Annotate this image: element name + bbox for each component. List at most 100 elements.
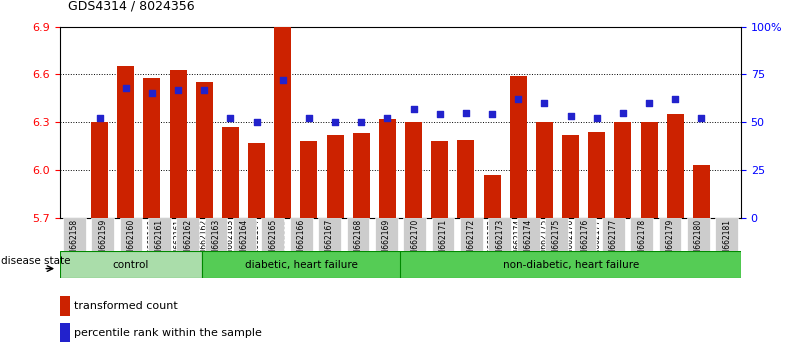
Text: GSM662172: GSM662172: [467, 219, 476, 266]
Point: [93, 115, 106, 121]
Point: [617, 110, 630, 115]
Text: GSM662176: GSM662176: [581, 219, 590, 266]
Bar: [318, 218, 341, 269]
Bar: [222, 127, 239, 218]
Text: GSM662173: GSM662173: [495, 219, 505, 266]
Bar: [202, 251, 400, 278]
Text: diabetic, heart failure: diabetic, heart failure: [245, 259, 358, 270]
Bar: [431, 141, 449, 218]
Point: [224, 115, 237, 121]
Bar: [290, 218, 312, 269]
Text: GSM662180: GSM662180: [694, 219, 702, 266]
Text: GSM662165: GSM662165: [268, 219, 277, 266]
Text: control: control: [113, 259, 149, 270]
Bar: [484, 175, 501, 218]
Bar: [715, 218, 738, 269]
Text: GSM662164: GSM662164: [240, 219, 249, 266]
Text: disease state: disease state: [1, 256, 70, 266]
Bar: [60, 322, 70, 342]
Bar: [693, 165, 710, 218]
Text: GSM662169: GSM662169: [382, 219, 391, 266]
Text: GSM662178: GSM662178: [637, 219, 646, 266]
Bar: [509, 76, 527, 218]
Point: [171, 87, 184, 92]
Bar: [432, 218, 454, 269]
Bar: [143, 78, 160, 218]
Bar: [117, 67, 135, 218]
Point: [303, 115, 316, 121]
Point: [119, 85, 132, 91]
Bar: [91, 122, 108, 218]
Bar: [205, 218, 227, 269]
Point: [564, 114, 577, 119]
Point: [381, 115, 394, 121]
Point: [146, 91, 159, 96]
Bar: [574, 218, 596, 269]
Bar: [176, 218, 199, 269]
Point: [328, 119, 341, 125]
Bar: [379, 119, 396, 218]
Bar: [460, 218, 483, 269]
Bar: [687, 218, 710, 269]
Bar: [400, 251, 741, 278]
Bar: [517, 218, 540, 269]
Point: [695, 115, 708, 121]
Bar: [545, 218, 568, 269]
Bar: [195, 82, 213, 218]
Bar: [658, 218, 682, 269]
Text: percentile rank within the sample: percentile rank within the sample: [74, 328, 262, 338]
Text: GSM662177: GSM662177: [609, 219, 618, 266]
Text: GSM662160: GSM662160: [127, 219, 135, 266]
Bar: [457, 140, 474, 218]
Text: GSM662162: GSM662162: [183, 219, 192, 266]
Bar: [148, 218, 171, 269]
Point: [355, 119, 368, 125]
Bar: [614, 122, 631, 218]
Bar: [630, 218, 653, 269]
Point: [590, 115, 603, 121]
Bar: [170, 70, 187, 218]
Point: [512, 96, 525, 102]
Bar: [641, 122, 658, 218]
Bar: [119, 218, 143, 269]
Point: [198, 87, 211, 92]
Text: GSM662170: GSM662170: [410, 219, 419, 266]
Bar: [327, 135, 344, 218]
Bar: [261, 218, 284, 269]
Point: [276, 77, 289, 83]
Text: GSM662168: GSM662168: [353, 219, 362, 266]
Text: GSM662161: GSM662161: [155, 219, 164, 266]
Text: GSM662174: GSM662174: [524, 219, 533, 266]
Bar: [91, 218, 114, 269]
Bar: [248, 143, 265, 218]
Text: transformed count: transformed count: [74, 301, 178, 311]
Point: [642, 100, 655, 106]
Point: [485, 112, 498, 117]
Bar: [300, 141, 317, 218]
Bar: [405, 122, 422, 218]
Point: [538, 100, 551, 106]
Bar: [666, 114, 684, 218]
Text: GSM662163: GSM662163: [211, 219, 220, 266]
Text: GSM662167: GSM662167: [325, 219, 334, 266]
Point: [407, 106, 420, 112]
Bar: [274, 27, 292, 218]
Bar: [375, 218, 397, 269]
Text: GSM662181: GSM662181: [723, 219, 731, 265]
Bar: [602, 218, 625, 269]
Bar: [60, 296, 70, 316]
Text: non-diabetic, heart failure: non-diabetic, heart failure: [502, 259, 639, 270]
Bar: [489, 218, 511, 269]
Text: GSM662166: GSM662166: [296, 219, 306, 266]
Point: [250, 119, 263, 125]
Bar: [588, 132, 606, 218]
Point: [433, 112, 446, 117]
Bar: [404, 218, 426, 269]
Bar: [352, 133, 370, 218]
Bar: [536, 122, 553, 218]
Bar: [347, 218, 369, 269]
Text: GSM662175: GSM662175: [552, 219, 561, 266]
Bar: [63, 218, 86, 269]
Text: GSM662158: GSM662158: [70, 219, 78, 266]
Text: GSM662159: GSM662159: [99, 219, 107, 266]
